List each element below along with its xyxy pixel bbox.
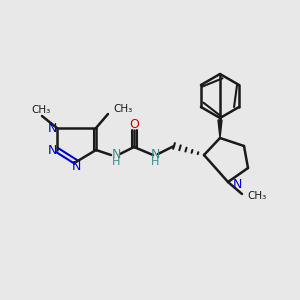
Text: N: N	[47, 143, 57, 157]
Text: CH₃: CH₃	[113, 104, 132, 114]
Text: CH₃: CH₃	[32, 105, 51, 115]
Text: H: H	[151, 157, 159, 167]
Text: N: N	[71, 160, 81, 173]
Text: N: N	[233, 178, 242, 191]
Text: CH₃: CH₃	[247, 191, 266, 201]
Text: N: N	[47, 122, 57, 134]
Polygon shape	[218, 120, 222, 138]
Text: N: N	[150, 148, 160, 160]
Text: N: N	[111, 148, 121, 160]
Text: O: O	[129, 118, 139, 130]
Text: H: H	[112, 157, 120, 167]
